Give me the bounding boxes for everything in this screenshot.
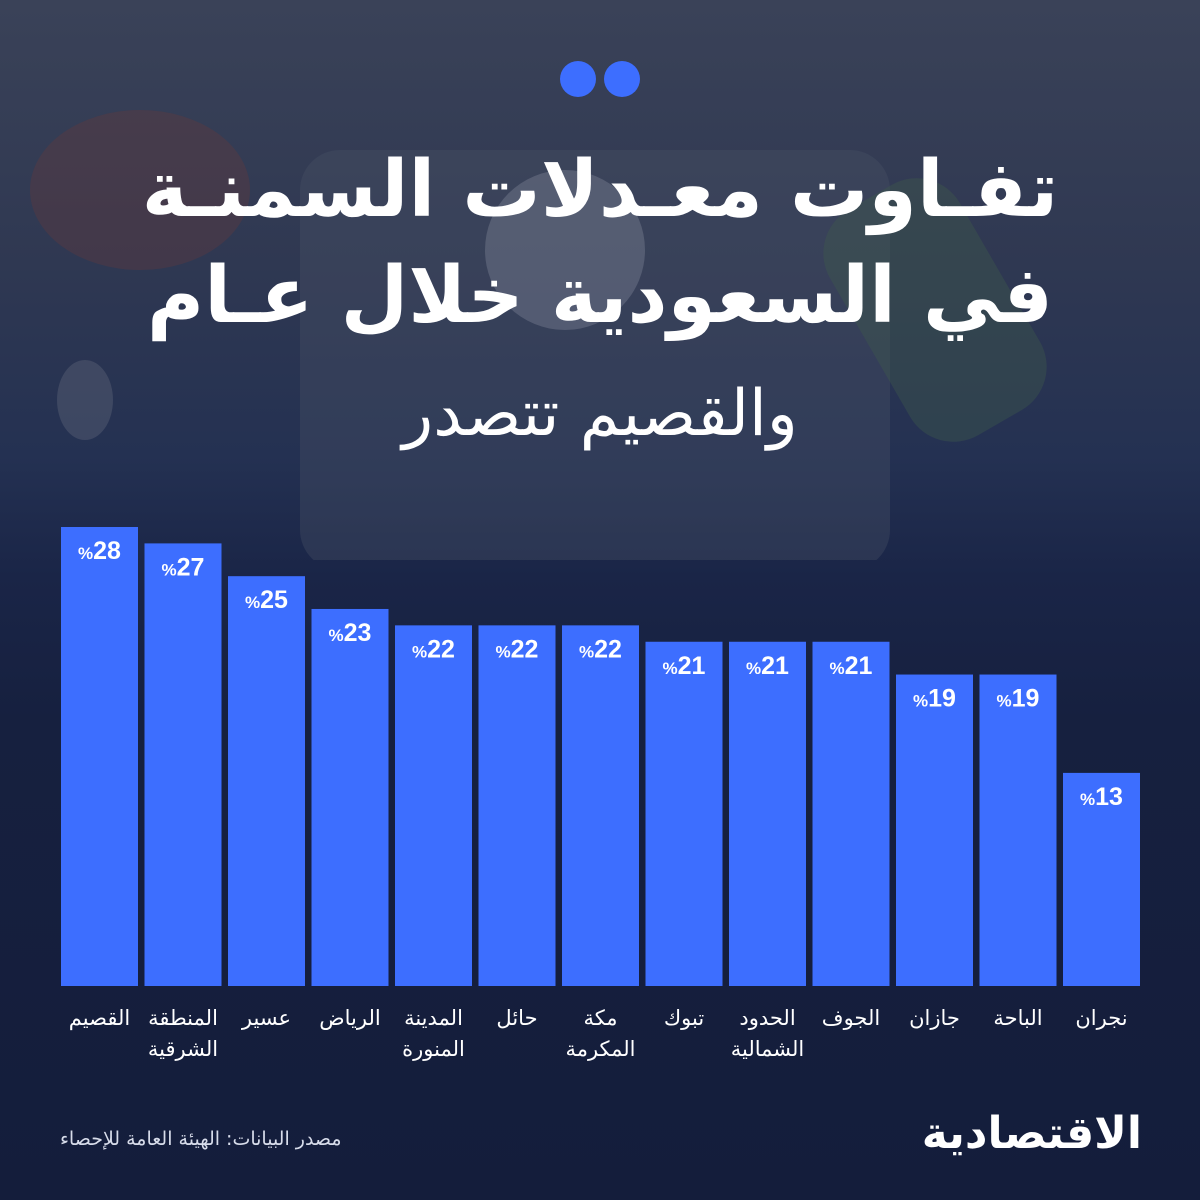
dot-left bbox=[560, 61, 596, 97]
category-label: المدينة bbox=[404, 1006, 463, 1030]
bar bbox=[979, 674, 1057, 986]
bar-value-label: %21 bbox=[830, 652, 873, 680]
category-label: مكة bbox=[583, 1006, 617, 1030]
bar bbox=[61, 527, 138, 986]
brand-logo: الاقتصادية bbox=[921, 1108, 1143, 1159]
category-label: الشرقية bbox=[148, 1037, 218, 1061]
background-photo bbox=[30, 110, 1047, 560]
category-label: المكرمة bbox=[565, 1037, 635, 1061]
bar bbox=[311, 608, 389, 986]
bar bbox=[729, 641, 806, 986]
bar bbox=[144, 543, 222, 986]
category-label: تبوك bbox=[664, 1006, 704, 1030]
source-note: مصدر البيانات: الهيئة العامة للإحصاء bbox=[60, 1128, 342, 1150]
bar bbox=[645, 641, 723, 986]
header-dots bbox=[560, 61, 640, 97]
category-label: الحدود bbox=[739, 1006, 795, 1030]
bar-value-label: %27 bbox=[162, 553, 205, 581]
subtitle: والقصيم تتصدر bbox=[402, 377, 798, 451]
category-label: الجوف bbox=[822, 1006, 880, 1030]
category-label: المنورة bbox=[402, 1037, 465, 1061]
bar bbox=[812, 641, 890, 986]
category-label: حائل bbox=[496, 1006, 537, 1030]
bar-value-label: %22 bbox=[579, 635, 622, 663]
bar-value-label: %21 bbox=[746, 652, 789, 680]
scale-shape bbox=[300, 150, 890, 560]
bar-chart: %28 القصيم %27 المنطقة الشرقية %25 عسير %23 الري… bbox=[61, 527, 1140, 1061]
category-label: الرياض bbox=[319, 1006, 380, 1030]
category-label: الباحة bbox=[993, 1006, 1042, 1030]
bar-value-label: %19 bbox=[913, 685, 956, 713]
bar-value-label: %25 bbox=[245, 586, 288, 614]
bar bbox=[1063, 772, 1140, 986]
bar-value-label: %23 bbox=[329, 619, 372, 647]
category-label: نجران bbox=[1075, 1006, 1127, 1030]
bar-value-label: %13 bbox=[1080, 783, 1123, 811]
bar-value-label: %28 bbox=[78, 537, 121, 565]
title-line-2: في السعودية خلال عـام bbox=[147, 251, 1053, 341]
title-line-1: تفـاوت معـدلات السمنـة bbox=[141, 145, 1059, 235]
bar-value-label: %21 bbox=[663, 652, 706, 680]
bar bbox=[562, 625, 639, 986]
earbud-shape bbox=[57, 360, 113, 440]
dumbbell-shape bbox=[823, 178, 1047, 442]
category-label: جازان bbox=[909, 1006, 960, 1030]
bar bbox=[228, 576, 305, 986]
bar-value-label: %22 bbox=[412, 635, 455, 663]
bar bbox=[395, 625, 472, 986]
pepper-shape bbox=[30, 110, 250, 270]
category-label: المنطقة bbox=[148, 1006, 218, 1030]
bar-value-label: %22 bbox=[496, 635, 539, 663]
scale-dial-shape bbox=[485, 170, 645, 330]
category-label: القصيم bbox=[69, 1006, 130, 1031]
category-label: الشمالية bbox=[731, 1037, 805, 1061]
bar bbox=[896, 674, 973, 986]
dot-right bbox=[604, 61, 640, 97]
category-label: عسير bbox=[241, 1006, 291, 1030]
bar bbox=[478, 625, 556, 986]
bar-value-label: %19 bbox=[997, 685, 1040, 713]
